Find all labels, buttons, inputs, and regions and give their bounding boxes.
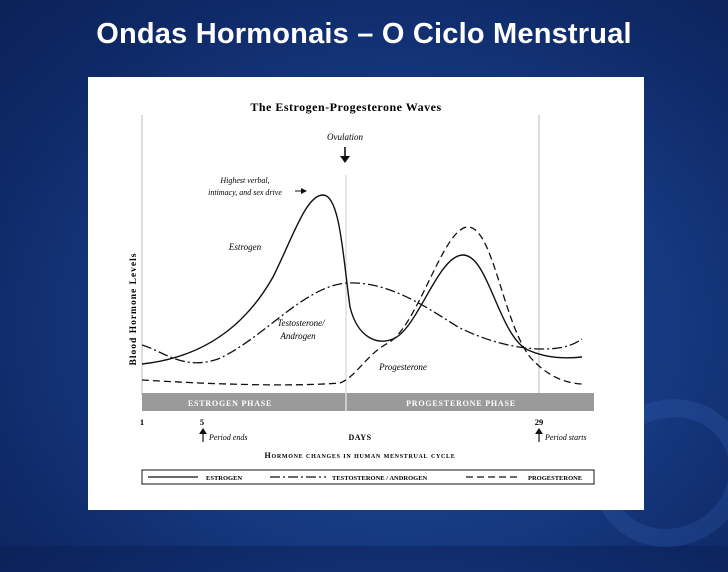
period-starts-arrow-icon <box>535 428 543 442</box>
testosterone-curve-label-line-2: Androgen <box>279 331 316 341</box>
hormone-diagram-svg: The Estrogen-Progesterone Waves Blood Ho… <box>129 100 595 485</box>
legend-testosterone-label: TESTOSTERONE / ANDROGEN <box>332 475 428 482</box>
period-ends-arrow-icon <box>199 428 207 442</box>
estrogen-curve <box>141 194 583 365</box>
annotation-peak-line-1: Highest verbal, <box>219 176 269 185</box>
progesterone-curve-label: Progesterone <box>378 362 427 372</box>
testosterone-androgen-curve <box>141 282 583 364</box>
day-tick-29: 29 <box>535 417 544 427</box>
progesterone-curve <box>141 226 583 386</box>
progesterone-phase-label: PROGESTERONE PHASE <box>406 399 516 408</box>
estrogen-curve-label: Estrogen <box>228 242 262 252</box>
ovulation-label: Ovulation <box>327 132 363 142</box>
day-tick-5: 5 <box>200 417 204 427</box>
legend-progesterone-label: PROGESTERONE <box>528 475 582 482</box>
phase-bar <box>142 393 594 411</box>
ovulation-arrow-icon <box>340 147 350 163</box>
x-axis-label: DAYS <box>348 433 371 442</box>
slide-title: Ondas Hormonais – O Ciclo Menstrual <box>96 18 632 50</box>
hormone-cycle-figure: The Estrogen-Progesterone Waves Blood Ho… <box>88 77 644 510</box>
testosterone-curve-label-line-1: Testosterone/ <box>277 318 326 328</box>
figure-caption: Hormone changes in human menstrual cycle <box>265 451 456 460</box>
legend-box <box>141 469 595 485</box>
legend-estrogen-label: ESTROGEN <box>206 475 242 482</box>
estrogen-phase-label: ESTROGEN PHASE <box>188 399 272 408</box>
day-tick-1: 1 <box>140 417 144 427</box>
figure-title: The Estrogen-Progesterone Waves <box>250 100 441 114</box>
y-axis-label: Blood Hormone Levels <box>129 253 139 366</box>
period-starts-label: Period starts <box>544 433 587 442</box>
period-ends-label: Period ends <box>208 433 247 442</box>
annotation-peak-line-2: intimacy, and sex drive <box>208 188 282 197</box>
annotation-arrow-icon <box>295 188 307 194</box>
